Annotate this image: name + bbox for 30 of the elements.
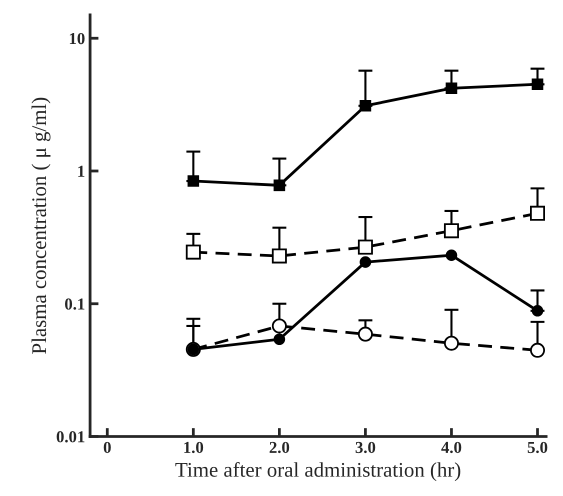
point [446,249,458,261]
point [446,82,458,94]
x-axis-title: Time after oral administration (hr) [175,462,460,482]
y-tick-label: 0.01 [56,431,84,442]
x-tick-label: 1.0 [184,442,204,454]
point [360,256,372,268]
point [358,326,373,342]
point [360,100,372,112]
y-tick-label: 0.1 [65,298,84,310]
y-tick-label: 10 [70,32,85,44]
point [272,248,287,264]
y-tick-label: 1 [78,166,84,177]
point [188,175,200,187]
point [444,336,459,351]
point [532,78,544,90]
x-tick-label: 5.0 [528,442,548,454]
point [186,244,201,260]
point [530,342,546,358]
x-tick-label: 4.0 [441,442,462,454]
y-axis-title: Plasma concentration ( μ g/ml) [32,98,50,354]
point [358,240,373,255]
point [272,318,287,334]
point [274,180,286,192]
x-tick-label: 3.0 [356,442,376,454]
point [274,333,286,346]
point [530,206,546,221]
point [532,305,544,317]
x-tick-label: 0 [104,442,111,454]
point [444,223,459,238]
x-tick-label: 2.0 [270,442,290,454]
